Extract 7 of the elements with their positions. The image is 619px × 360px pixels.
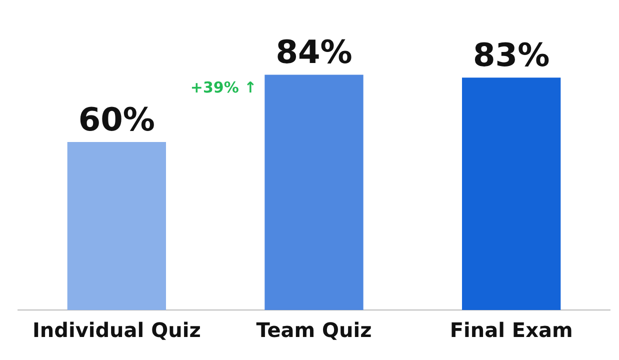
x-tick-label: Final Exam — [450, 318, 573, 342]
data-label: 84% — [276, 33, 352, 72]
x-tick-label: Individual Quiz — [32, 318, 201, 342]
data-label: 83% — [473, 36, 550, 74]
x-tick-label: Team Quiz — [256, 318, 372, 342]
annotation: +39% ↑ — [190, 78, 257, 97]
data-label: 60% — [78, 100, 155, 138]
